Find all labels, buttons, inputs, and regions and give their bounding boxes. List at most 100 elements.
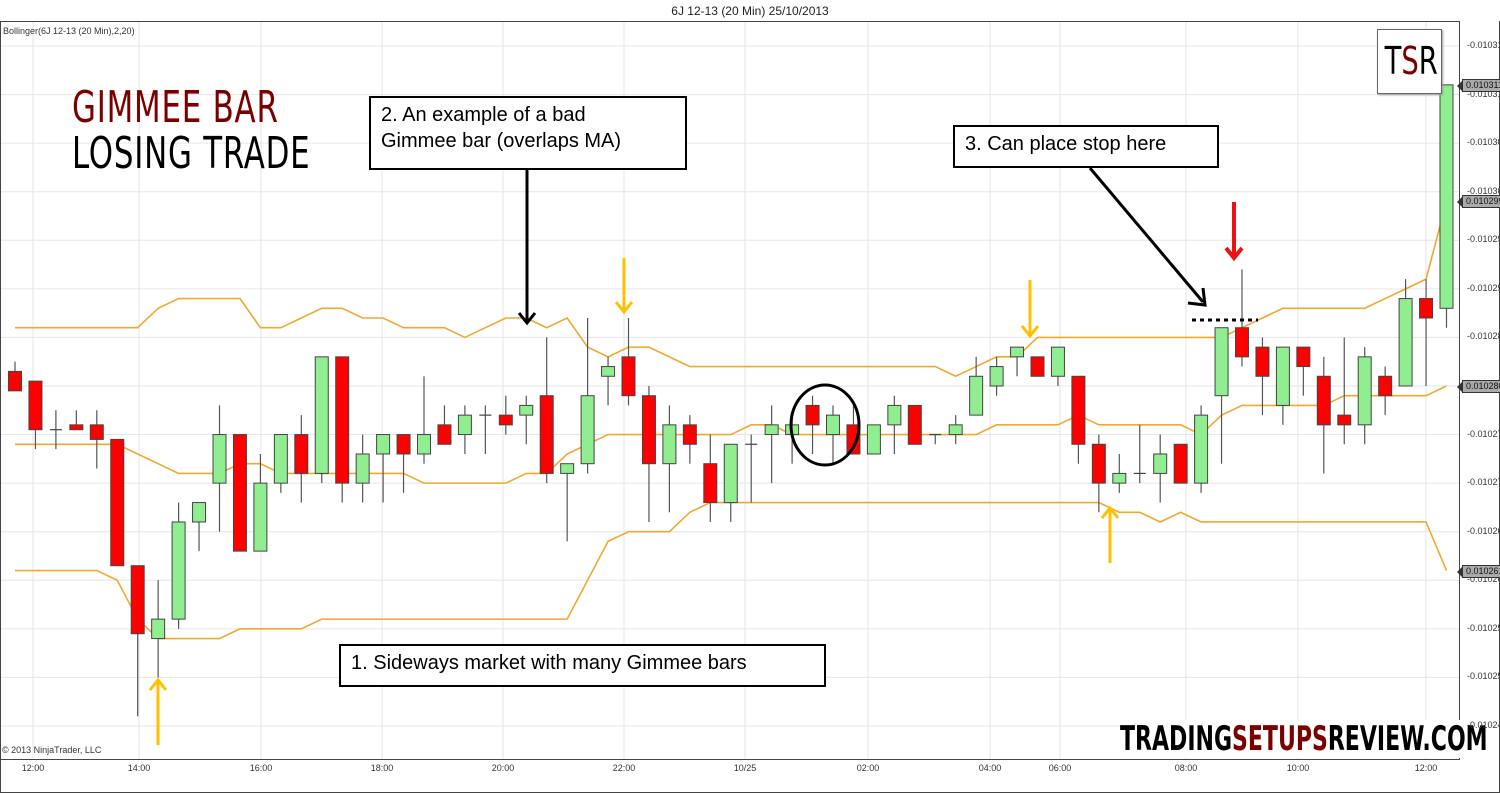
y-tick-label: -0.010315 bbox=[1467, 40, 1500, 50]
x-tick-label: 22:00 bbox=[612, 763, 636, 773]
callout-pointer-arrow-icon bbox=[1088, 167, 1205, 303]
bear-candle bbox=[1235, 327, 1249, 358]
bull-candle bbox=[1112, 472, 1127, 484]
bull-candle bbox=[723, 443, 738, 504]
bull-candle bbox=[253, 482, 268, 552]
short-signal-arrow-icon-head bbox=[1020, 325, 1040, 339]
bull-candle bbox=[1050, 346, 1065, 377]
callout-pointer-arrow-head-icon bbox=[1187, 287, 1207, 307]
callout-sideways-market: 1. Sideways market with many Gimmee bars bbox=[339, 644, 826, 687]
y-tick-label: -0.010255 bbox=[1467, 622, 1500, 633]
x-tick-label: 12:00 bbox=[21, 763, 45, 773]
tsr-logo: TSR bbox=[1377, 29, 1442, 94]
bear-candle bbox=[396, 434, 411, 455]
watermark-part-3: REVIEW.COM bbox=[1327, 719, 1488, 759]
copyright-text: © 2013 NinjaTrader, LLC bbox=[2, 745, 102, 755]
bear-candle bbox=[69, 424, 84, 431]
price-marker-tag: 0.010280 bbox=[1457, 379, 1500, 393]
bull-candle bbox=[355, 453, 370, 484]
callout-line-2: Gimmee bar (overlaps MA) bbox=[381, 130, 622, 152]
bull-candle bbox=[417, 434, 431, 455]
callout-pointer-arrow-icon-head bbox=[517, 312, 537, 326]
x-tick-label: 16:00 bbox=[249, 763, 273, 773]
bull-candle bbox=[1153, 453, 1168, 474]
bollinger-upper-band bbox=[15, 201, 1448, 378]
bear-candle bbox=[1091, 443, 1106, 484]
bear-candle bbox=[641, 395, 656, 465]
bull-candle bbox=[1439, 84, 1454, 309]
bull-candle bbox=[826, 414, 840, 436]
x-tick-label: 02:00 bbox=[856, 763, 880, 773]
bear-candle bbox=[1337, 414, 1352, 426]
bull-candle bbox=[1275, 346, 1290, 406]
bull-candle bbox=[212, 434, 227, 484]
y-tick-label: -0.010270 bbox=[1467, 477, 1500, 488]
x-tick-label: 14:00 bbox=[127, 763, 151, 773]
bull-candle bbox=[969, 375, 984, 416]
bear-candle bbox=[539, 395, 554, 474]
bear-candle bbox=[1030, 356, 1045, 377]
bear-candle bbox=[846, 424, 861, 455]
chart-title: 6J 12-13 (20 Min) 25/10/2013 bbox=[671, 4, 829, 18]
bear-candle bbox=[89, 424, 104, 440]
bear-candle bbox=[335, 356, 350, 484]
callout-line-1: 2. An example of a bad bbox=[381, 104, 586, 126]
y-tick-label: -0.010300 bbox=[1467, 185, 1500, 196]
y-tick-label: -0.010290 bbox=[1467, 282, 1500, 293]
x-tick-label: 04:00 bbox=[978, 763, 1002, 773]
indicator-label: Bollinger(6J 12-13 (20 Min),2,20) bbox=[3, 26, 135, 36]
y-tick-label: -0.010265 bbox=[1467, 525, 1500, 536]
bull-candle bbox=[764, 424, 779, 436]
x-tick-label: 20:00 bbox=[491, 763, 515, 773]
bull-candle bbox=[989, 366, 1004, 387]
watermark-part-2: SETUPS bbox=[1232, 719, 1328, 759]
price-marker-tag: 0.010261 bbox=[1457, 564, 1500, 578]
bull-candle bbox=[1010, 346, 1025, 358]
x-tick-label: 06:00 bbox=[1048, 763, 1072, 773]
bear-candle bbox=[1255, 346, 1270, 377]
bull-candle bbox=[192, 502, 207, 523]
bear-candle bbox=[1419, 298, 1434, 319]
x-tick-label: 10:00 bbox=[1286, 763, 1310, 773]
bull-candle bbox=[376, 434, 391, 455]
bull-candle bbox=[1214, 327, 1229, 397]
price-marker-tag: 0.010299 bbox=[1457, 195, 1500, 209]
bull-candle bbox=[560, 463, 575, 474]
entry-arrow-icon-head bbox=[1224, 246, 1244, 262]
logo-letter-r: R bbox=[1418, 39, 1438, 83]
bull-candle bbox=[866, 424, 881, 455]
gimmee-bar-circle bbox=[789, 383, 861, 467]
bear-candle bbox=[498, 414, 513, 426]
bear-candle bbox=[8, 370, 22, 392]
bull-candle bbox=[314, 356, 329, 474]
x-tick-label: 08:00 bbox=[1174, 763, 1198, 773]
bear-candle bbox=[28, 380, 43, 431]
short-signal-arrow-icon-head bbox=[614, 301, 634, 315]
bear-candle bbox=[621, 356, 636, 397]
callout-stop-placement: 3. Can place stop here bbox=[953, 125, 1219, 168]
bull-candle bbox=[457, 414, 472, 436]
bear-candle bbox=[1071, 375, 1086, 445]
y-tick-label: -0.010305 bbox=[1467, 137, 1500, 148]
site-watermark: TRADINGSETUPSREVIEW.COM bbox=[1120, 720, 1488, 758]
watermark-part-1: TRADING bbox=[1120, 719, 1233, 759]
bear-candle bbox=[682, 424, 697, 445]
y-tick-label: -0.010285 bbox=[1467, 331, 1500, 342]
y-tick-label: -0.010275 bbox=[1467, 428, 1500, 439]
bull-candle bbox=[601, 366, 616, 377]
y-tick-label: -0.010310 bbox=[1467, 88, 1500, 99]
bear-candle bbox=[232, 434, 247, 552]
bull-candle bbox=[519, 404, 534, 416]
bear-candle bbox=[437, 424, 452, 445]
price-marker-tag: 0.010311 bbox=[1457, 78, 1500, 92]
y-tick-label: -0.010250 bbox=[1467, 671, 1500, 682]
long-signal-arrow-icon-head bbox=[1100, 505, 1120, 519]
headline-subtitle: LOSING TRADE bbox=[72, 128, 311, 179]
bull-candle bbox=[580, 395, 595, 465]
bollinger-lower-band bbox=[15, 501, 1448, 640]
y-tick-label: -0.010295 bbox=[1467, 234, 1500, 245]
bull-candle bbox=[1398, 298, 1413, 387]
logo-letter-t: T bbox=[1384, 39, 1402, 83]
bear-candle bbox=[1378, 375, 1393, 397]
x-tick-label: 12:00 bbox=[1414, 763, 1438, 773]
